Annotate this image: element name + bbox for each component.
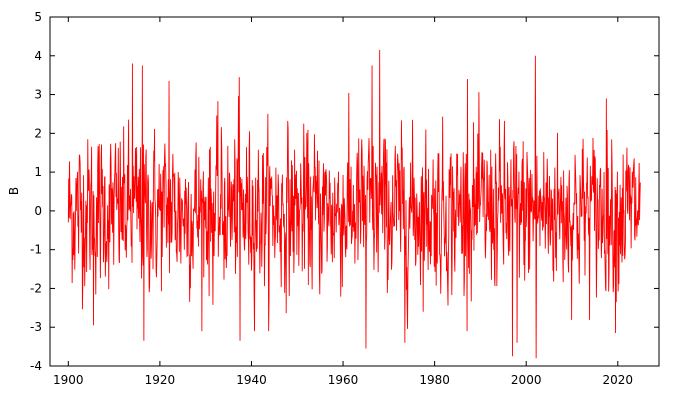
y-tick-label: 3 [34, 88, 42, 102]
x-tick-label: 1960 [328, 373, 359, 387]
y-tick-label: -3 [30, 320, 42, 334]
x-tick-label: 2000 [511, 373, 542, 387]
y-tick-label: -2 [30, 281, 42, 295]
series-line [67, 49, 641, 359]
x-tick-label: 1940 [236, 373, 267, 387]
y-tick-label: 5 [34, 10, 42, 24]
y-tick-label: -4 [30, 359, 42, 373]
series-layer [67, 49, 641, 359]
x-axis: 1900 1920 1940 1960 1980 2000 2020 [53, 17, 633, 387]
y-axis-label: B [7, 187, 21, 195]
x-tick-label: 2020 [603, 373, 634, 387]
x-tick-label: 1900 [53, 373, 84, 387]
y-tick-label: 4 [34, 49, 42, 63]
y-axis: -4 -3 -2 -1 0 1 2 3 4 5 [30, 10, 659, 373]
y-tick-label: 0 [34, 204, 42, 218]
y-tick-label: 1 [34, 165, 42, 179]
x-tick-label: 1980 [419, 373, 450, 387]
y-tick-label: 2 [34, 126, 42, 140]
y-tick-label: -1 [30, 243, 42, 257]
x-tick-label: 1920 [145, 373, 176, 387]
